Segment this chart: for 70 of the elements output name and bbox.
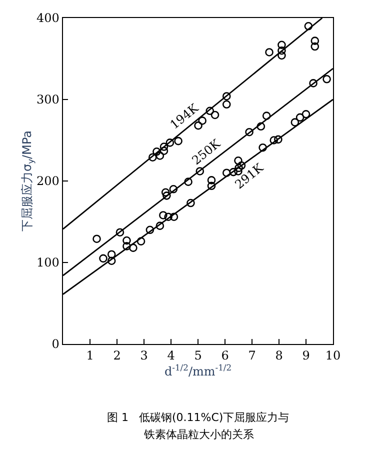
point <box>304 22 313 30</box>
point <box>222 92 231 100</box>
point <box>156 222 164 230</box>
point <box>159 211 168 220</box>
point <box>170 212 178 222</box>
point <box>160 142 168 151</box>
y-tick-label: 200 <box>36 174 60 188</box>
point <box>122 236 131 245</box>
point <box>169 185 178 194</box>
point <box>161 188 170 197</box>
point <box>146 226 154 234</box>
point <box>278 46 286 55</box>
point <box>174 136 182 146</box>
point <box>206 106 214 116</box>
point <box>148 153 157 162</box>
y-tick-label: 400 <box>36 11 60 26</box>
point <box>166 138 174 147</box>
point <box>162 192 171 200</box>
point <box>99 254 108 263</box>
point <box>136 237 146 246</box>
x-tick-label: 4 <box>167 348 176 363</box>
point <box>152 148 161 156</box>
point <box>310 36 320 45</box>
point <box>156 152 164 160</box>
x-tick-label: 1 <box>86 348 94 363</box>
point <box>160 146 168 155</box>
point <box>196 167 204 176</box>
point <box>265 48 274 56</box>
point <box>278 40 286 50</box>
y-tick-label: 300 <box>36 92 60 107</box>
point <box>186 198 195 208</box>
point <box>290 118 300 126</box>
point <box>258 143 267 152</box>
point <box>184 178 192 186</box>
x-tick-label: 3 <box>140 348 148 363</box>
point <box>222 100 231 109</box>
point <box>222 168 231 177</box>
point <box>262 112 271 120</box>
point <box>296 113 304 122</box>
point <box>92 234 101 244</box>
point <box>207 176 216 184</box>
caption: 图 1 低碳钢(0.11%C)下屈服应力与 <box>107 411 290 424</box>
point <box>270 136 278 144</box>
point <box>278 51 286 60</box>
x-tick-label: 5 <box>194 348 202 363</box>
point <box>210 110 220 120</box>
point <box>256 122 266 131</box>
x-axis-title: d$^{-1/2}$/mm$^{-1/2}$ <box>164 362 232 379</box>
y-tick-label: 100 <box>36 256 60 270</box>
x-tick-label: 9 <box>302 348 310 363</box>
point <box>322 74 331 84</box>
point <box>310 42 320 51</box>
point <box>107 256 116 266</box>
x-tick-label: 10 <box>325 348 341 363</box>
point <box>116 228 124 236</box>
point <box>302 110 310 118</box>
point <box>107 250 116 258</box>
point <box>164 212 172 222</box>
point <box>245 128 254 136</box>
text: 铁素体晶粒大小的关系 <box>143 428 254 441</box>
x-tick-label: 8 <box>275 348 283 363</box>
point <box>129 244 138 252</box>
point <box>274 135 282 144</box>
x-tick-label: 7 <box>248 348 256 363</box>
y-tick-label: 0 <box>52 337 60 352</box>
x-tick-label: 6 <box>221 348 229 363</box>
point <box>122 242 131 250</box>
point <box>207 182 216 190</box>
x-tick-label: 2 <box>113 348 121 363</box>
point <box>309 79 318 88</box>
